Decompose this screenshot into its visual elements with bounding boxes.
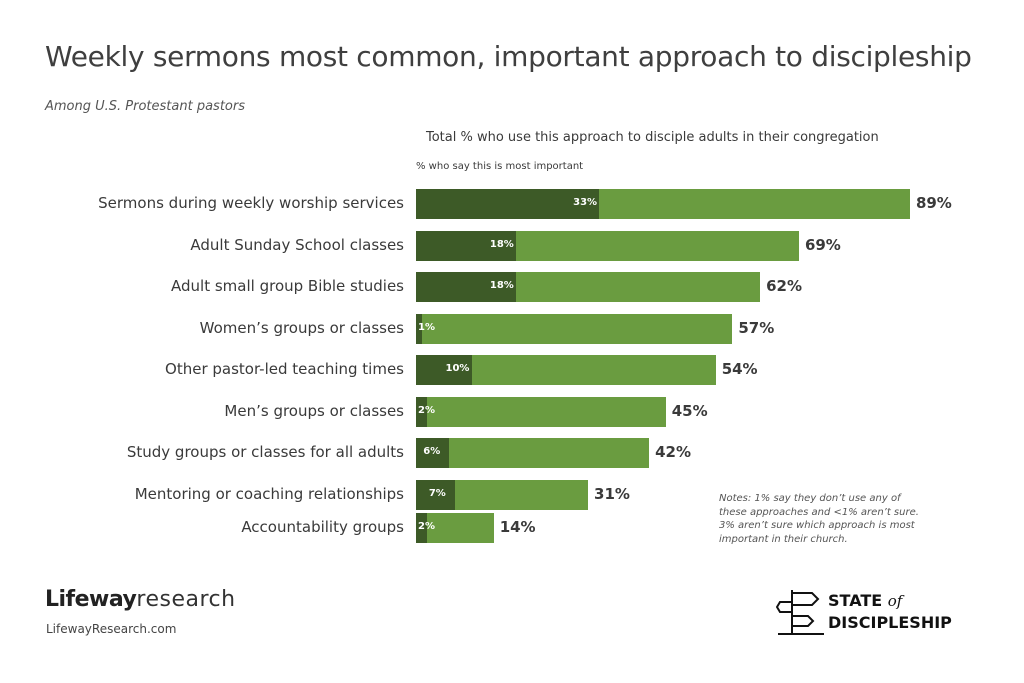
most-important-value-label: 18% xyxy=(489,280,514,291)
total-value-label: 14% xyxy=(499,517,536,536)
category-label: Adult Sunday School classes xyxy=(190,235,404,254)
category-label: Study groups or classes for all adults xyxy=(126,443,404,461)
brand-url: LifewayResearch.com xyxy=(46,622,177,636)
most-important-value-label: 18% xyxy=(489,238,514,250)
logo-line1: STATE xyxy=(828,591,883,610)
signpost-icon xyxy=(776,590,824,635)
most-important-value-label: 10% xyxy=(445,363,470,374)
bar-most-important xyxy=(416,272,516,302)
category-label: Accountability groups xyxy=(241,517,404,536)
state-of-discipleship-logo: STATE of DISCIPLESHIP xyxy=(828,590,952,633)
brand-bold: Lifeway xyxy=(45,587,137,612)
bar-total xyxy=(416,512,494,543)
bar-most-important xyxy=(416,230,516,261)
bar-most-important xyxy=(416,438,450,468)
chart-subtitle: Among U.S. Protestant pastors xyxy=(45,99,245,114)
legend-total-label: Total % who use this approach to discipl… xyxy=(426,130,879,145)
category-label: Other pastor-led teaching times xyxy=(165,360,404,378)
total-value-label: 54% xyxy=(721,360,758,378)
bar-total xyxy=(416,438,650,468)
total-value-label: 45% xyxy=(671,401,708,420)
most-important-value-label: 6% xyxy=(423,446,441,457)
most-important-value-label: 2% xyxy=(418,404,435,416)
bar-total xyxy=(416,313,733,344)
category-label: Adult small group Bible studies xyxy=(171,277,404,295)
bar-most-important xyxy=(416,512,428,543)
brand-light: research xyxy=(136,587,236,612)
bar-total xyxy=(416,396,666,427)
total-value-label: 31% xyxy=(594,484,630,503)
most-important-value-label: 33% xyxy=(573,197,598,208)
bar-most-important xyxy=(416,355,472,385)
total-value-label: 42% xyxy=(655,443,691,461)
bar-most-important xyxy=(416,313,422,344)
bar-most-important xyxy=(416,189,600,219)
most-important-value-label: 2% xyxy=(418,520,435,532)
category-label: Women’s groups or classes xyxy=(199,318,404,337)
bar-most-important xyxy=(416,396,428,427)
chart-title: Weekly sermons most common, important ap… xyxy=(45,40,972,73)
most-important-value-label: 1% xyxy=(418,321,435,333)
total-value-label: 69% xyxy=(804,235,841,254)
category-label: Sermons during weekly worship services xyxy=(98,194,404,212)
chart-notes: Notes: 1% say they don’t use any of thes… xyxy=(719,493,919,545)
category-label: Mentoring or coaching relationships xyxy=(134,484,404,503)
total-value-label: 89% xyxy=(915,194,952,212)
legend-important-label: % who say this is most important xyxy=(416,161,584,172)
category-label: Men’s groups or classes xyxy=(224,401,404,420)
total-value-label: 62% xyxy=(766,277,802,295)
logo-of: of xyxy=(887,592,903,610)
total-value-label: 57% xyxy=(738,318,775,337)
logo-line2: DISCIPLESHIP xyxy=(828,613,952,632)
bar-most-important xyxy=(416,479,455,510)
most-important-value-label: 7% xyxy=(428,487,446,499)
lifeway-research-logo: Lifewayresearch xyxy=(45,587,236,612)
